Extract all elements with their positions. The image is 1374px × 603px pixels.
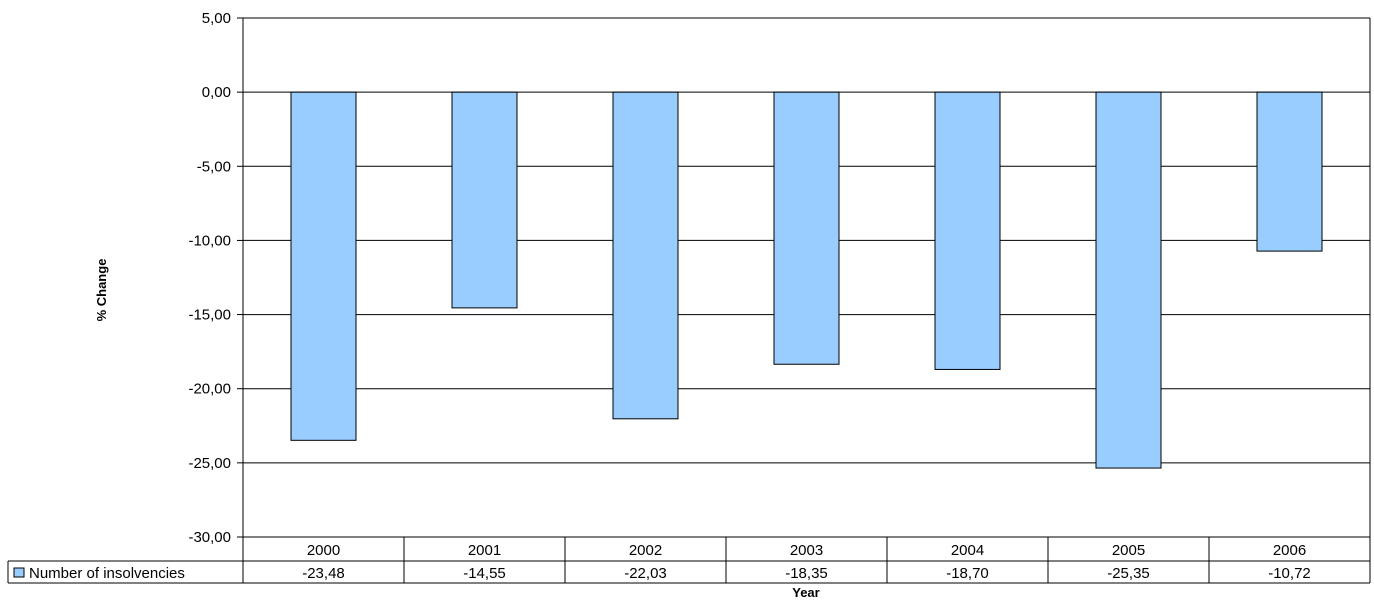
y-tick-label: -25,00 — [188, 455, 231, 472]
x-category-label: 2004 — [951, 542, 984, 559]
y-tick-label: -20,00 — [188, 381, 231, 398]
data-table: 2000 -23,48 2001 -14,55 2002 -22,03 2003 -18,35… — [7, 536, 1371, 584]
x-category-label: 2006 — [1273, 542, 1306, 559]
data-table-value: -25,35 — [1107, 565, 1150, 582]
y-axis-title: % Change — [94, 259, 109, 322]
bar-2002 — [612, 91, 679, 420]
data-table-value: -14,55 — [463, 565, 506, 582]
x-category-label: 2002 — [629, 542, 662, 559]
x-category-label: 2000 — [307, 542, 340, 559]
y-tick-label: -15,00 — [188, 307, 231, 324]
y-axis-ticks: 5,00 0,00 -5,00 -10,00 -15,00 -20,00 -25,00 -30… — [188, 10, 243, 546]
plot-frame — [242, 17, 1371, 537]
y-tick-label: -10,00 — [188, 232, 231, 249]
x-category-label: 2001 — [468, 542, 501, 559]
data-table-value: -18,70 — [946, 565, 989, 582]
data-table-value: -23,48 — [302, 565, 345, 582]
data-table-value: -18,35 — [785, 565, 828, 582]
y-tick-label: -5,00 — [197, 158, 231, 175]
legend-swatch — [13, 567, 25, 578]
x-category-label: 2005 — [1112, 542, 1145, 559]
bars — [290, 91, 1323, 469]
y-tick-label: 5,00 — [202, 10, 231, 27]
bar-2000 — [290, 91, 357, 441]
bar-2006 — [1256, 91, 1323, 252]
x-category-label: 2003 — [790, 542, 823, 559]
data-table-value: -22,03 — [624, 565, 667, 582]
y-tick-label: -30,00 — [188, 529, 231, 546]
bar-2001 — [451, 91, 518, 309]
data-table-value: -10,72 — [1268, 565, 1311, 582]
bar-2003 — [773, 91, 840, 365]
y-tick-label: 0,00 — [202, 84, 231, 101]
x-axis-title: Year — [792, 585, 819, 600]
bar-2004 — [934, 91, 1001, 370]
legend-label: Number of insolvencies — [29, 565, 185, 582]
bar-2005 — [1095, 91, 1162, 469]
